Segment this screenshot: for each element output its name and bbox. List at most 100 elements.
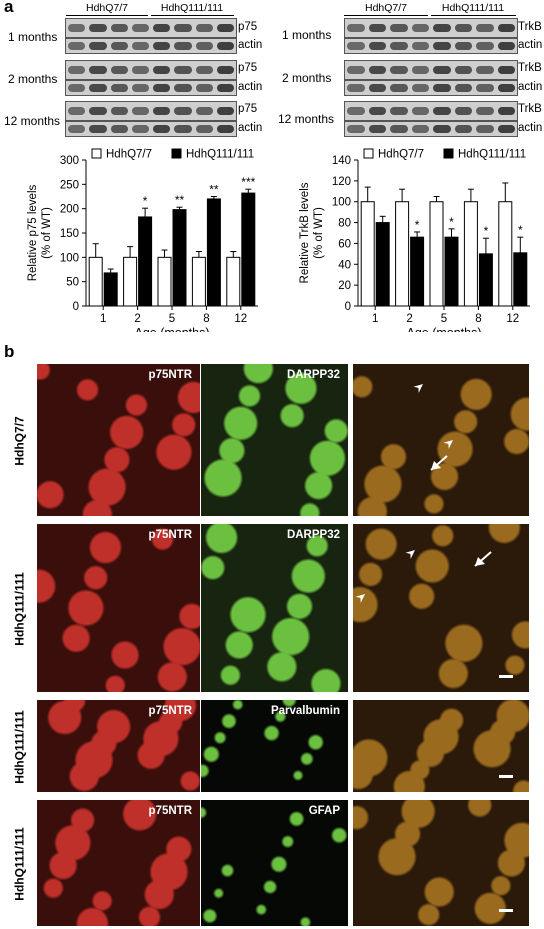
x-tick-label: 5 (441, 313, 447, 325)
actin-blot-strip (344, 121, 518, 137)
micrograph-row-genotype: HdhQ111/111 (12, 710, 27, 784)
y-axis-label-line: (% of WT) (313, 207, 325, 259)
p75-blot-strip (65, 18, 237, 38)
blot-band (368, 125, 386, 133)
blot-band (110, 125, 128, 133)
blot-band (411, 42, 429, 50)
legend-label: HdhQ7/7 (106, 149, 152, 161)
blot-row-age: 2 months (8, 72, 58, 86)
blot-band (195, 107, 213, 115)
blot-band (89, 107, 107, 115)
blot-band (476, 66, 494, 74)
bar (463, 201, 478, 307)
blot-band (174, 66, 192, 74)
blot-band (497, 42, 515, 50)
blot-band (476, 24, 494, 32)
actin-blot-strip (65, 80, 237, 96)
blot-band (174, 84, 192, 92)
significance-mark: ** (175, 193, 185, 207)
blot-band (216, 84, 234, 92)
blot-band (476, 107, 494, 115)
y-tick-label: 0 (345, 301, 351, 313)
blot-band (347, 66, 365, 74)
blot-band (89, 66, 107, 74)
blot-loading-label: actin (518, 81, 543, 93)
blot-loading-label: actin (238, 122, 263, 134)
x-tick-label: 1 (372, 313, 378, 325)
y-axis-title: Relative TrkB levels (% of WT) (299, 182, 325, 283)
significance-mark: *** (241, 175, 255, 189)
micrograph-stain-label: DARPP32 (286, 529, 340, 541)
blot-band (476, 125, 494, 133)
legend-swatch (171, 148, 182, 159)
blot-protein-label: TrkB (518, 103, 542, 115)
blot-band (411, 84, 429, 92)
blot-band (216, 42, 234, 50)
y-tick-label: 40 (338, 259, 351, 271)
blot-band (174, 107, 192, 115)
significance-mark: * (449, 215, 454, 229)
blot-band (131, 24, 149, 32)
blot-band (454, 24, 472, 32)
blot-band (153, 84, 171, 92)
bar (138, 216, 153, 307)
marker-micrograph: GFAP (201, 800, 348, 926)
legend-label: HdhQ7/7 (378, 149, 424, 161)
bar (360, 201, 375, 307)
arrowhead-icon (413, 384, 423, 393)
blot-group-label-1: HdhQ7/7 (364, 2, 408, 14)
blot-band (174, 24, 192, 32)
scale-bar (499, 909, 513, 912)
legend-label: HdhQ111/111 (186, 149, 254, 161)
micrograph-stain-label: p75NTR (148, 805, 192, 817)
p75-bar-chart: HdhQ7/7 HdhQ111/111 0 50 100 150 200 250 300 Rela… (27, 148, 258, 332)
blot-band (110, 66, 128, 74)
blot-group-label-2: HdhQ111/111 (441, 2, 505, 14)
blot-band (68, 66, 86, 74)
x-tick-label: 12 (506, 313, 519, 325)
bar (88, 256, 103, 307)
bar (226, 256, 241, 307)
bar (157, 256, 172, 307)
panel-b-label: b (4, 342, 15, 361)
western-right: HdhQ7/7 HdhQ111/111 1 months TrkB actin … (272, 0, 544, 140)
bar (498, 201, 513, 307)
blot-row-age: 2 months (282, 71, 332, 85)
micrograph-stain-label: DARPP32 (286, 369, 340, 381)
x-tick-label: 8 (203, 313, 209, 325)
blot-band (131, 66, 149, 74)
blot-band (497, 66, 515, 74)
blot-band (68, 24, 86, 32)
blot-band (411, 107, 429, 115)
blot-band (216, 66, 234, 74)
significance-mark: * (518, 223, 523, 237)
y-tick-label: 20 (338, 280, 351, 292)
scale-bar (499, 675, 513, 678)
actin-blot-strip (344, 80, 518, 96)
y-tick-label: 100 (60, 252, 79, 264)
y-axis-label-line: (% of WT) (41, 207, 53, 259)
arrowhead-icon (443, 440, 453, 449)
blot-band (390, 125, 408, 133)
blot-protein-label: p75 (238, 21, 258, 33)
blot-row-age: 1 months (8, 30, 58, 44)
blot-band (433, 125, 451, 133)
blot-band (195, 84, 213, 92)
panel-a-label: a (4, 0, 14, 16)
micrograph-row-genotype: HdhQ7/7 (12, 416, 27, 466)
arrow-annotations (413, 384, 453, 471)
blot-band (195, 42, 213, 50)
merge-micrograph (353, 800, 529, 926)
blot-band (433, 84, 451, 92)
blot-row-age: 1 months (282, 28, 332, 42)
merge-micrograph (353, 364, 529, 516)
blot-protein-label: TrkB (518, 21, 542, 33)
marker-micrograph: DARPP32 (201, 524, 348, 692)
blot-band (390, 66, 408, 74)
blot-band (216, 107, 234, 115)
p75ntr-micrograph: p75NTR (37, 364, 200, 516)
micrograph-stain-label: p75NTR (148, 705, 192, 717)
blot-band (153, 24, 171, 32)
blot-band (497, 24, 515, 32)
